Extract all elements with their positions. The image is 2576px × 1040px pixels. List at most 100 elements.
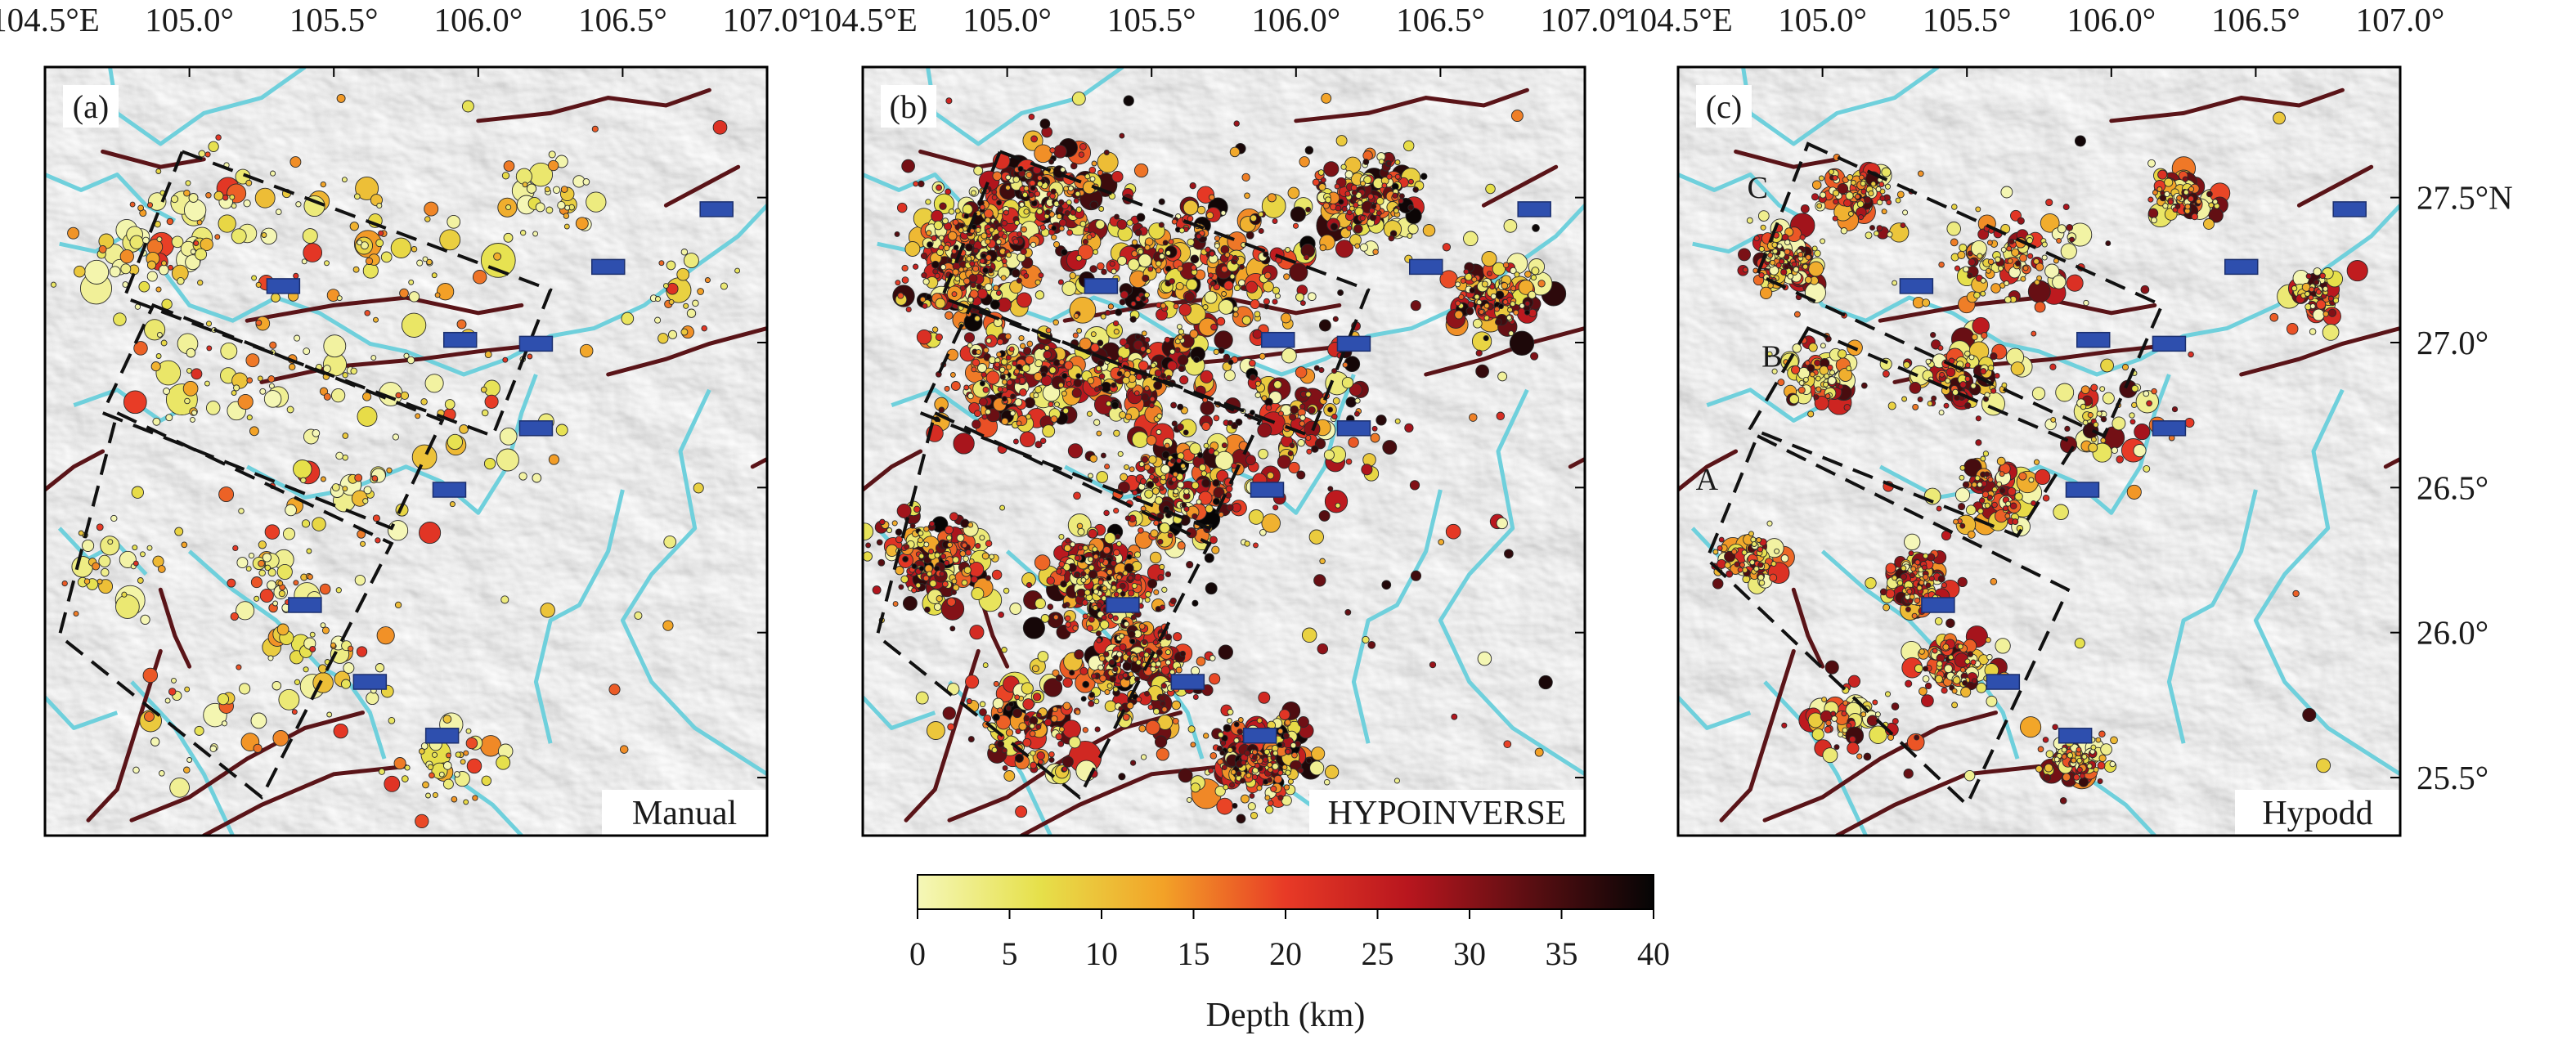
earthquake-event (1951, 702, 1959, 709)
earthquake-event (335, 451, 343, 460)
earthquake-event (545, 206, 554, 214)
earthquake-event (1120, 473, 1129, 482)
earthquake-event (1398, 193, 1405, 199)
earthquake-event (1145, 348, 1151, 354)
earthquake-event (1341, 206, 1348, 213)
earthquake-event (353, 193, 361, 200)
earthquake-event (183, 199, 207, 222)
earthquake-event (1001, 220, 1008, 226)
earthquake-event (1016, 277, 1022, 284)
earthquake-event (1177, 481, 1185, 489)
earthquake-event (1475, 364, 1489, 379)
earthquake-event (1001, 396, 1008, 402)
earthquake-event (186, 757, 193, 763)
earthquake-event (2067, 752, 2074, 759)
earthquake-event (1173, 303, 1179, 310)
earthquake-event (1885, 563, 1896, 574)
earthquake-event (1731, 549, 1738, 555)
earthquake-event (704, 277, 711, 284)
earthquake-event (2313, 279, 2320, 285)
earthquake-event (2040, 213, 2060, 233)
earthquake-event (1750, 536, 1757, 543)
earthquake-event (1305, 206, 1312, 213)
earthquake-event (1178, 768, 1193, 783)
earthquake-event (1003, 770, 1016, 782)
earthquake-event (1205, 504, 1214, 513)
earthquake-event (1349, 205, 1355, 212)
earthquake-event (1900, 222, 1906, 229)
earthquake-event (459, 424, 469, 434)
earthquake-event (472, 795, 478, 801)
earthquake-event (1148, 455, 1157, 464)
earthquake-event (1305, 757, 1313, 764)
earthquake-event (1133, 551, 1142, 558)
station-rectangle-icon (288, 597, 322, 613)
earthquake-event (2152, 190, 2158, 195)
earthquake-event (451, 796, 458, 803)
earthquake-event (1986, 267, 1991, 274)
earthquake-event (1892, 575, 1898, 581)
earthquake-event (929, 521, 936, 527)
earthquake-event (1090, 331, 1097, 338)
earthquake-event (1833, 744, 1840, 751)
earthquake-event (892, 601, 899, 607)
earthquake-event (1232, 255, 1238, 261)
earthquake-event (321, 626, 330, 634)
earthquake-event (1914, 597, 1921, 604)
earthquake-event (1104, 531, 1116, 545)
earthquake-event (938, 235, 945, 241)
earthquake-event (1784, 254, 1790, 261)
earthquake-event (254, 595, 260, 602)
earthquake-event (1362, 159, 1370, 165)
earthquake-event (1014, 220, 1021, 226)
earthquake-event (371, 475, 379, 482)
earthquake-event (1906, 588, 1913, 594)
earthquake-event (1138, 249, 1144, 255)
earthquake-event (2096, 410, 2103, 417)
earthquake-event (999, 374, 1006, 380)
study-region-box (940, 149, 1371, 438)
earthquake-event (422, 781, 429, 789)
earthquake-event (1408, 178, 1414, 185)
earthquake-event (320, 476, 326, 482)
earthquake-event (250, 576, 263, 589)
earthquake-event (1200, 370, 1214, 383)
earthquake-event (395, 392, 402, 399)
earthquake-event (1780, 268, 1788, 276)
earthquake-event (1097, 579, 1104, 585)
earthquake-event (972, 247, 980, 254)
earthquake-event (260, 227, 277, 245)
earthquake-event (2309, 328, 2317, 335)
earthquake-event (991, 189, 998, 195)
earthquake-event (1804, 276, 1812, 284)
earthquake-event (243, 199, 251, 208)
earthquake-event (1208, 194, 1215, 201)
earthquake-event (901, 264, 909, 272)
earthquake-event (184, 397, 191, 405)
earthquake-event (1327, 406, 1334, 413)
earthquake-event (1043, 678, 1063, 697)
earthquake-event (2034, 468, 2051, 486)
earthquake-event (922, 303, 928, 309)
earthquake-event (1791, 365, 1801, 374)
earthquake-event (1838, 383, 1844, 390)
earthquake-event (1076, 328, 1083, 334)
earthquake-event (1344, 608, 1352, 616)
station-rectangle-icon (518, 420, 554, 437)
earthquake-event (231, 228, 247, 244)
colorbar-tick-label: 10 (1085, 935, 1118, 972)
earthquake-event (1065, 621, 1071, 628)
longitude-tick-label: 104.5°E (808, 1, 918, 38)
earthquake-event (1467, 301, 1474, 308)
panel-b: (b)HYPOINVERSE (861, 65, 1586, 837)
earthquake-event (2327, 308, 2337, 317)
earthquake-event (67, 226, 80, 240)
earthquake-event (1022, 616, 1045, 639)
earthquake-event (1963, 266, 1969, 273)
earthquake-event (2049, 363, 2057, 370)
earthquake-event (1952, 388, 1959, 396)
earthquake-event (204, 151, 211, 158)
earthquake-event (2188, 351, 2194, 358)
longitude-tick-label: 105.0° (1778, 1, 1867, 38)
earthquake-event (502, 356, 509, 363)
